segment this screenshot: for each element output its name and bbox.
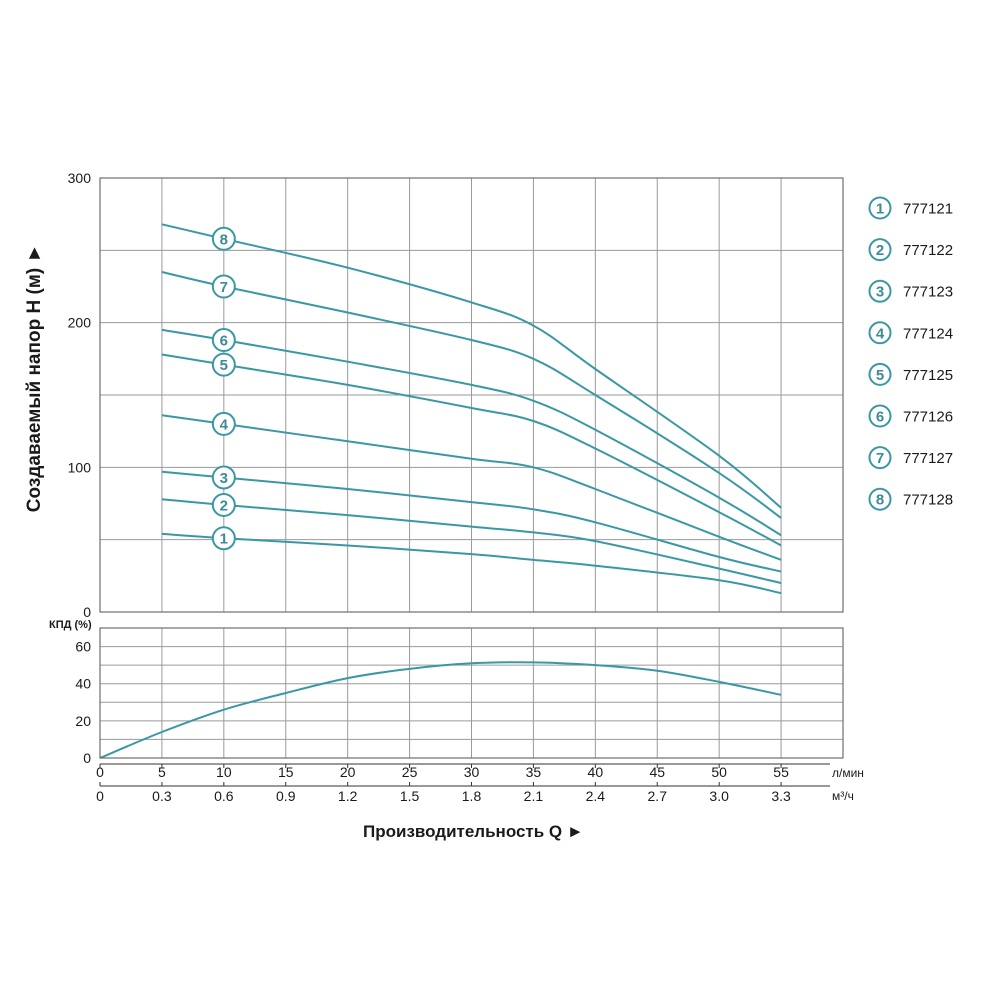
legend-circle-4: [868, 321, 892, 345]
head-y-tick-label: 200: [68, 315, 92, 331]
curve-marker-number-7: 7: [220, 279, 228, 296]
x-tick-label-primary: 0: [96, 764, 104, 780]
legend-label-777126: 777126: [903, 409, 953, 426]
x-tick-label-primary: 5: [158, 764, 166, 780]
curve-marker-circle-3: [211, 465, 236, 490]
head-plot-frame: [99, 177, 844, 613]
head-y-tick-label: 0: [83, 604, 91, 620]
x-tick-label-secondary: 0.3: [152, 788, 172, 804]
grid-layer: [100, 178, 843, 758]
x-tick-label-secondary: 2.7: [648, 788, 668, 804]
curve-marker-circle-5: [211, 352, 236, 377]
legend-label-777127: 777127: [903, 450, 953, 467]
legend-circle-8: [868, 487, 892, 511]
curve-marker-number-2: 2: [220, 497, 228, 514]
x-tick-label-primary: 20: [340, 764, 356, 780]
x-unit-secondary: м³/ч: [832, 789, 854, 803]
curve-marker-circle-2: [211, 492, 236, 517]
efficiency-y-tick-label: 0: [83, 750, 91, 766]
x-unit-primary: л/мин: [832, 766, 864, 780]
head-curve-777123: [161, 470, 782, 573]
legend-circle-5: [868, 362, 892, 386]
head-curve-777126: [161, 328, 782, 537]
head-curve-777124: [161, 414, 782, 561]
efficiency-plot-frame: [99, 627, 844, 759]
efficiency-y-tick-label: 60: [75, 639, 91, 655]
x-tick-label-primary: 35: [526, 764, 542, 780]
x-tick-label-secondary: 1.8: [462, 788, 482, 804]
x-tick-label-primary: 10: [216, 764, 232, 780]
curve-marker-number-1: 1: [220, 531, 228, 548]
legend-layer: 1 777121 2 777122 3 777123 4 777124 5 777125 6 7771…: [868, 196, 953, 511]
x-tick-label-secondary: 0.9: [276, 788, 296, 804]
curve-marker-circle-7: [211, 274, 236, 299]
legend-number-5: 5: [876, 367, 884, 384]
x-tick-label-primary: 55: [773, 764, 789, 780]
curve-marker-number-3: 3: [220, 470, 228, 487]
x-tick-label-primary: 50: [711, 764, 727, 780]
legend-circle-6: [868, 404, 892, 428]
efficiency-y-tick-label: 40: [75, 676, 91, 692]
legend-label-777125: 777125: [903, 367, 953, 384]
head-y-tick-label: 100: [68, 459, 92, 475]
x-tick-label-secondary: 3.0: [709, 788, 729, 804]
legend-number-4: 4: [876, 325, 885, 342]
head-curve-777127: [161, 271, 782, 519]
x-tick-label-primary: 15: [278, 764, 294, 780]
legend-circle-2: [868, 238, 892, 262]
curve-marker-circle-1: [211, 526, 236, 551]
head-curve-777125: [161, 353, 782, 547]
legend-number-2: 2: [876, 242, 884, 259]
legend-number-3: 3: [876, 284, 884, 301]
head-curve-777122: [161, 498, 782, 585]
x-tick-label-primary: 45: [649, 764, 665, 780]
efficiency-axis-label: КПД (%): [49, 619, 92, 631]
curves-layer: [99, 223, 782, 759]
x-tick-label-secondary: 1.5: [400, 788, 420, 804]
x-tick-label-secondary: 2.1: [524, 788, 544, 804]
curve-marker-circle-4: [211, 411, 236, 436]
x-tick-label-secondary: 3.3: [771, 788, 791, 804]
head-axis-label: Создаваемый напор Н (м) ►: [24, 244, 45, 513]
legend-label-777121: 777121: [903, 201, 953, 218]
legend-label-777128: 777128: [903, 492, 953, 509]
efficiency-y-tick-label: 20: [75, 713, 91, 729]
curve-marker-number-4: 4: [220, 416, 229, 433]
head-curve-777121: [161, 532, 782, 595]
curve-marker-circle-6: [211, 328, 236, 353]
legend-label-777124: 777124: [903, 325, 953, 342]
head-curve-777128: [161, 223, 782, 509]
x-tick-label-secondary: 1.2: [338, 788, 358, 804]
x-tick-label-secondary: 2.4: [586, 788, 606, 804]
legend-circle-3: [868, 279, 892, 303]
efficiency-curve: [99, 661, 782, 759]
x-tick-label-primary: 40: [588, 764, 604, 780]
legend-label-777122: 777122: [903, 242, 953, 259]
legend-number-1: 1: [876, 201, 884, 218]
legend-label-777123: 777123: [903, 284, 953, 301]
curve-marker-number-5: 5: [220, 357, 228, 374]
legend-circle-7: [868, 446, 892, 470]
legend-number-7: 7: [876, 450, 884, 467]
x-tick-label-primary: 30: [464, 764, 480, 780]
legend-circle-1: [868, 196, 892, 220]
legend-number-8: 8: [876, 492, 884, 509]
curve-marker-number-8: 8: [220, 231, 228, 248]
head-y-tick-label: 300: [68, 170, 92, 186]
curve-marker-number-6: 6: [220, 333, 228, 350]
x-tick-label-secondary: 0: [96, 788, 104, 804]
x-tick-label-secondary: 0.6: [214, 788, 234, 804]
x-tick-label-primary: 25: [402, 764, 418, 780]
legend-number-6: 6: [876, 409, 884, 426]
curve-marker-circle-8: [211, 226, 236, 251]
curve-markers-layer: 1 2 3 4 5 6 7 8: [211, 226, 236, 551]
x-axis-title: Производительность Q ►: [363, 822, 584, 841]
